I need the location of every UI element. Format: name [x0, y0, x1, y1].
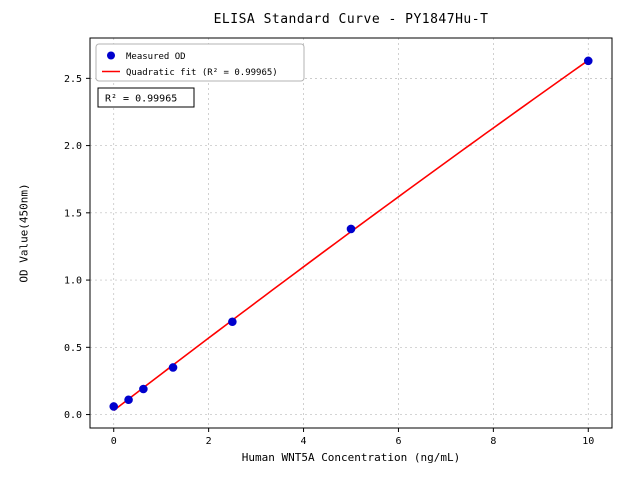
y-tick-label: 2.0	[64, 141, 82, 152]
annotation-box	[97, 87, 195, 108]
axis-ticks: 0 2 4 6 8 10 0.0 0.5 1.0 1.5 2.0 2.5	[64, 74, 594, 447]
y-tick-label: 0.0	[64, 410, 82, 421]
data-point	[583, 56, 593, 66]
y-tick-label: 1.5	[64, 208, 82, 219]
legend-label-measured-od: Measured OD	[126, 52, 186, 62]
measured-od-points	[109, 56, 593, 411]
legend-marker-measured-od	[107, 51, 115, 60]
x-tick-label: 4	[301, 436, 307, 447]
grid-lines	[90, 38, 612, 428]
data-point	[168, 363, 178, 372]
data-point	[139, 384, 148, 394]
legend-box	[95, 43, 305, 82]
data-point	[228, 317, 237, 327]
data-point	[124, 395, 133, 405]
y-tick-label: 0.5	[64, 343, 82, 354]
chart-title: ELISA Standard Curve - PY1847Hu-T	[213, 12, 489, 27]
annotation-text: R² = 0.99965	[105, 94, 177, 105]
x-tick-label: 6	[395, 436, 401, 447]
y-tick-label: 1.0	[64, 276, 82, 287]
x-tick-label: 10	[582, 436, 594, 447]
legend: Measured OD Quadratic fit (R² = 0.99965)	[95, 43, 305, 82]
x-tick-label: 2	[206, 436, 212, 447]
plot-border	[89, 37, 613, 429]
data-point	[109, 402, 119, 411]
x-axis-label: Human WNT5A Concentration (ng/mL)	[241, 451, 461, 464]
data-point	[346, 224, 356, 234]
legend-label-quadratic-fit: Quadratic fit (R² = 0.99965)	[126, 68, 278, 78]
y-tick-label: 2.5	[64, 74, 82, 85]
x-tick-label: 8	[490, 436, 496, 447]
x-tick-label: 0	[111, 436, 117, 447]
y-axis-label: OD Value(450nm)	[17, 183, 31, 283]
r-squared-annotation: R² = 0.99965	[97, 87, 195, 108]
